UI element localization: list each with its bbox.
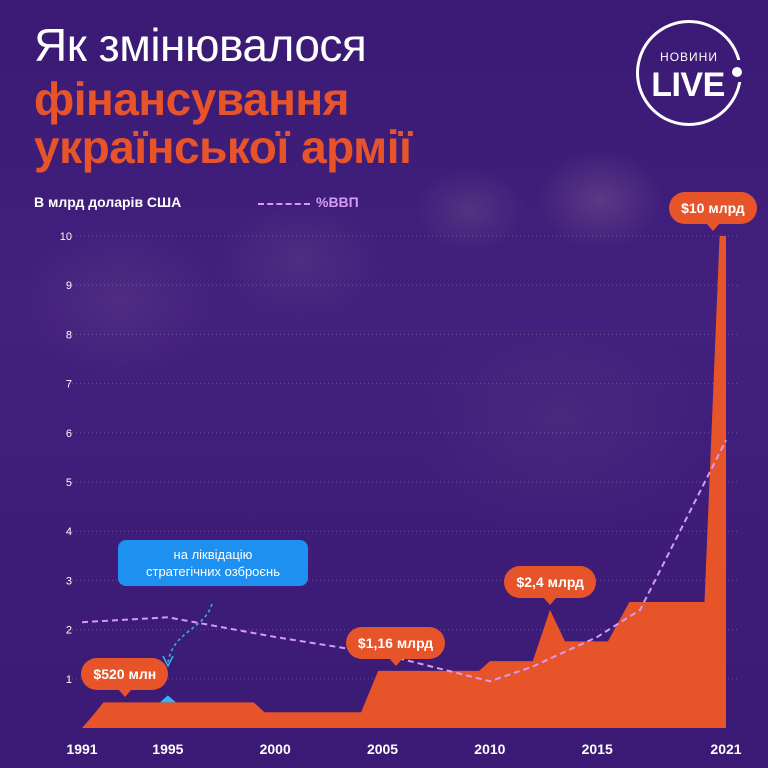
y-tick-label-4: 4 [66, 526, 72, 538]
marker-triangle [159, 695, 176, 703]
y-tick-label-9: 9 [66, 280, 72, 292]
value-callout: $10 млрд [669, 192, 757, 231]
x-tick-label-1995: 1995 [152, 741, 183, 757]
title-line-3: української армії [34, 121, 412, 173]
x-tick-label-2010: 2010 [474, 741, 505, 757]
note-line-1: на ліквідацію [173, 547, 253, 562]
title-line-2: фінансування [34, 73, 350, 125]
y-tick-label-6: 6 [66, 428, 72, 440]
logo-big-text: LIVE [651, 66, 725, 104]
x-tick-label-2021: 2021 [710, 741, 741, 757]
logo-small-text: НОВИНИ [660, 50, 718, 64]
title-line-1: Як змінювалося [34, 19, 367, 71]
y-axis-unit-label: В млрд доларів США [34, 194, 182, 210]
y-tick-label-7: 7 [66, 379, 72, 391]
legend-gdp-line [258, 203, 310, 205]
note-callout: на ліквідацію стратегічних озброєнь [118, 540, 308, 586]
legend-gdp-label: %ВВП [316, 194, 359, 210]
value-callout: $2,4 млрд [504, 565, 596, 605]
y-tick-label-2: 2 [66, 625, 72, 637]
x-tick-label-1991: 1991 [66, 741, 97, 757]
gdp-line [81, 439, 727, 683]
y-tick-label-1: 1 [66, 674, 72, 686]
value-callout: $520 млн [81, 658, 169, 698]
novyny-live-logo: НОВИНИ LIVE [636, 20, 746, 130]
value-callout: $1,16 млрд [345, 626, 446, 666]
x-tick-label-2015: 2015 [582, 741, 613, 757]
logo-dot [732, 67, 742, 77]
y-tick-label-5: 5 [66, 477, 72, 489]
x-tick-label-2000: 2000 [260, 741, 291, 757]
x-tick-label-2005: 2005 [367, 741, 398, 757]
note-arrow-icon [162, 603, 213, 668]
y-tick-label-8: 8 [66, 329, 72, 341]
y-tick-label-10: 10 [60, 231, 72, 243]
y-tick-label-3: 3 [66, 575, 72, 587]
note-line-2: стратегічних озброєнь [145, 564, 280, 579]
budget-area [82, 236, 726, 728]
